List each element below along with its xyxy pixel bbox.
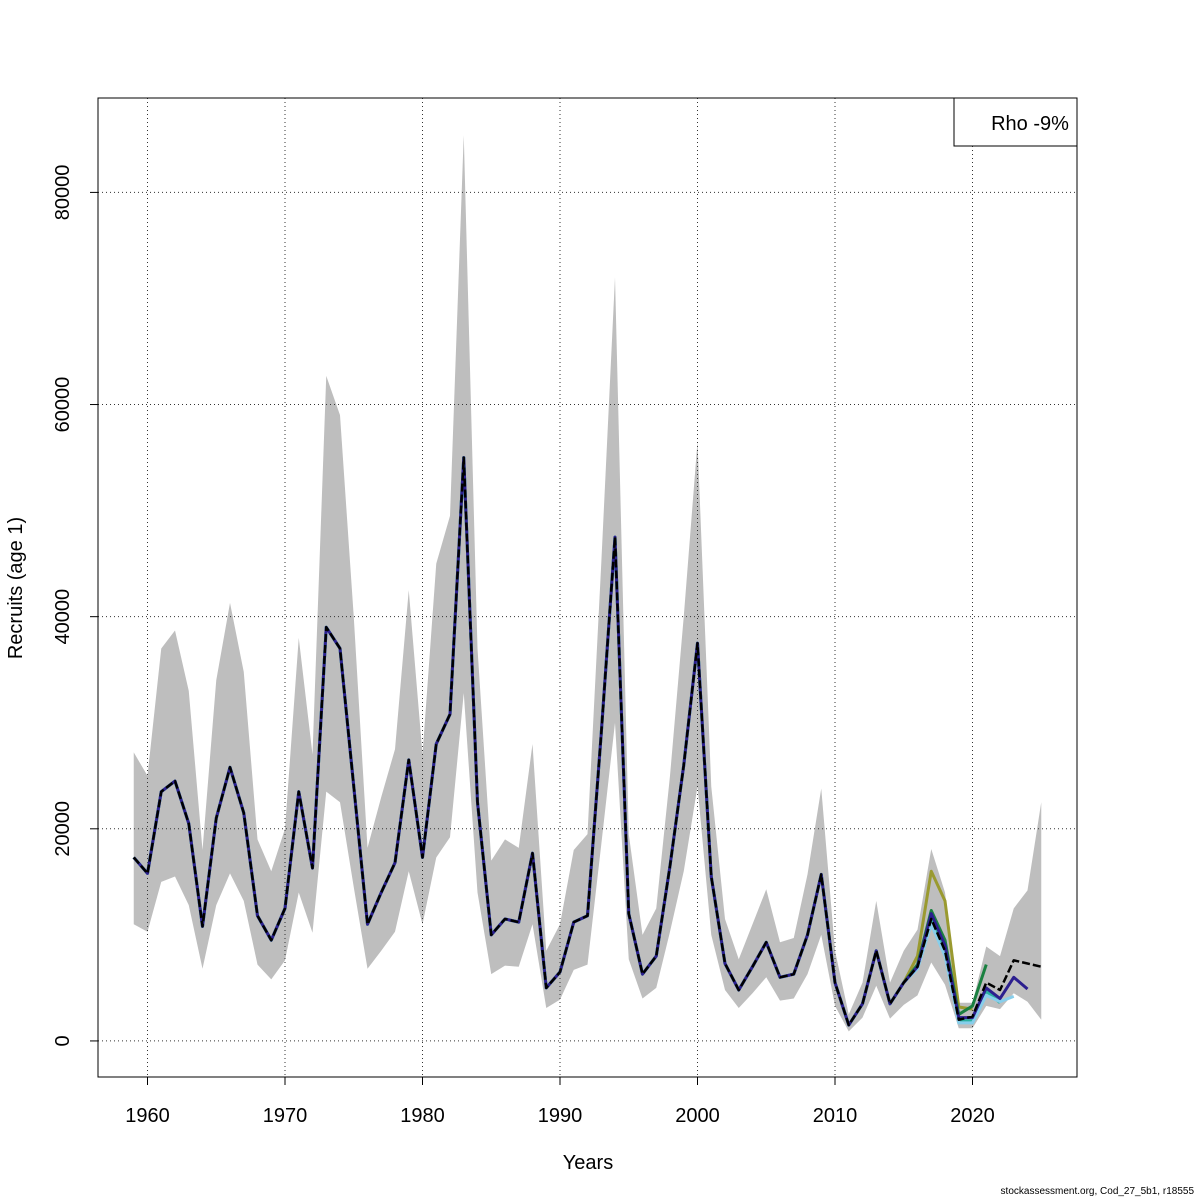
x-tick-label: 2000 (675, 1105, 720, 1127)
series-lines (132, 456, 1042, 1027)
x-tick-label: 1960 (125, 1105, 170, 1127)
y-tick-label: 0 (52, 1035, 74, 1046)
x-tick-label: 2010 (813, 1105, 858, 1127)
y-tick-label: 20000 (52, 801, 74, 857)
legend-text: Rho -9% (991, 113, 1069, 135)
x-tick-label: 1980 (400, 1105, 445, 1127)
footer-credit: stockassessment.org, Cod_27_5b1, r18555 (1000, 1186, 1194, 1197)
series-line (132, 456, 1042, 1027)
x-axis: 1960 1970 1980 1990 2000 2010 2020 (125, 1076, 995, 1127)
y-tick-label: 40000 (52, 589, 74, 645)
confidence-band-area (133, 135, 1042, 1032)
x-axis-label: Years (563, 1152, 613, 1174)
y-axis-label: Recruits (age 1) (5, 517, 27, 659)
legend: Rho -9% (953, 97, 1078, 147)
y-tick-label: 80000 (52, 165, 74, 221)
x-tick-label: 1970 (263, 1105, 308, 1127)
legend-box (953, 97, 1078, 147)
x-tick-label: 1990 (538, 1105, 583, 1127)
x-tick-label: 2020 (950, 1105, 995, 1127)
confidence-band (133, 135, 1042, 1032)
y-tick-label: 60000 (52, 377, 74, 433)
y-axis: 0 20000 40000 60000 80000 (52, 165, 99, 1046)
